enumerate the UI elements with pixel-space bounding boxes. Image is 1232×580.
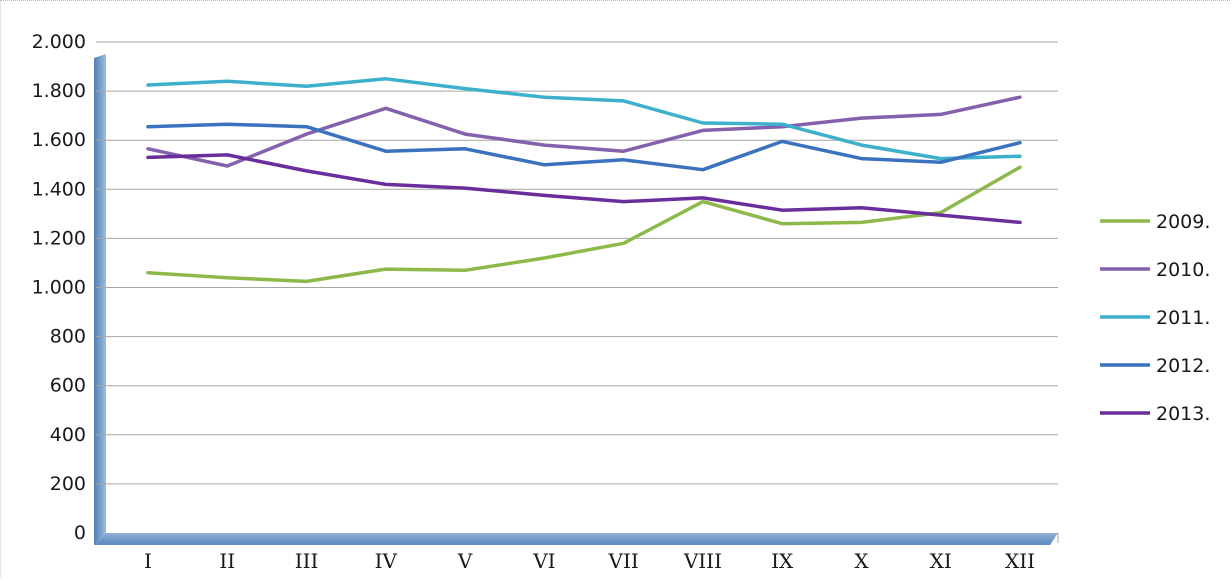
x-tick-label: XI xyxy=(930,549,952,573)
series-line xyxy=(146,165,1022,284)
y-tick-label: 600 xyxy=(50,375,86,397)
x-tick-label: VIII xyxy=(683,549,722,573)
back-wall xyxy=(94,54,106,545)
plot-floor xyxy=(94,533,1058,545)
gridlines xyxy=(96,41,1059,543)
series-line xyxy=(146,95,1022,168)
y-tick-label: 200 xyxy=(50,473,86,495)
series-line xyxy=(146,153,1022,225)
y-tick-label: 0 xyxy=(74,522,86,544)
legend-label: 2009. xyxy=(1156,211,1210,233)
y-tick-label: 1.600 xyxy=(32,129,86,151)
legend-label: 2012. xyxy=(1156,355,1210,377)
x-tick-label: X xyxy=(854,549,869,573)
legend-item: 2011. xyxy=(1100,307,1210,329)
y-tick-label: 1.200 xyxy=(32,227,86,249)
y-tick-label: 1.400 xyxy=(32,178,86,200)
legend-label: 2010. xyxy=(1156,259,1210,281)
plot-walls xyxy=(94,54,1058,545)
legend-item: 2010. xyxy=(1100,259,1210,281)
x-tick-label: VII xyxy=(608,549,639,573)
y-axis-ticks: 0 200 400 600 800 1.000 1.200 1.400 1.600 1.800 2.… xyxy=(32,31,86,544)
x-tick-label: III xyxy=(295,549,319,573)
x-tick-label: V xyxy=(457,549,473,573)
x-tick-label: XII xyxy=(1005,549,1035,573)
series-line xyxy=(146,77,1022,161)
x-tick-label: IX xyxy=(771,549,794,573)
legend-label: 2013. xyxy=(1156,403,1210,425)
y-tick-label: 1.000 xyxy=(32,277,86,299)
x-tick-label: I xyxy=(144,549,152,573)
legend-item: 2012. xyxy=(1100,355,1210,377)
legend: 2009. 2010. 2011. 2012. 2013. xyxy=(1100,211,1210,425)
legend-label: 2011. xyxy=(1156,307,1210,329)
y-tick-label: 400 xyxy=(50,424,86,446)
y-tick-label: 800 xyxy=(50,326,86,348)
y-tick-label: 1.800 xyxy=(32,80,86,102)
y-tick-label: 2.000 xyxy=(32,31,86,53)
x-axis-ticks: I II III IV V VI VII VIII IX X XI XII xyxy=(144,549,1035,573)
x-tick-label: IV xyxy=(375,549,398,573)
series-line xyxy=(146,122,1022,172)
x-tick-label: II xyxy=(219,549,235,573)
x-tick-label: VI xyxy=(532,549,555,573)
legend-item: 2013. xyxy=(1100,403,1210,425)
series-lines xyxy=(146,77,1022,284)
legend-item: 2009. xyxy=(1100,211,1210,233)
